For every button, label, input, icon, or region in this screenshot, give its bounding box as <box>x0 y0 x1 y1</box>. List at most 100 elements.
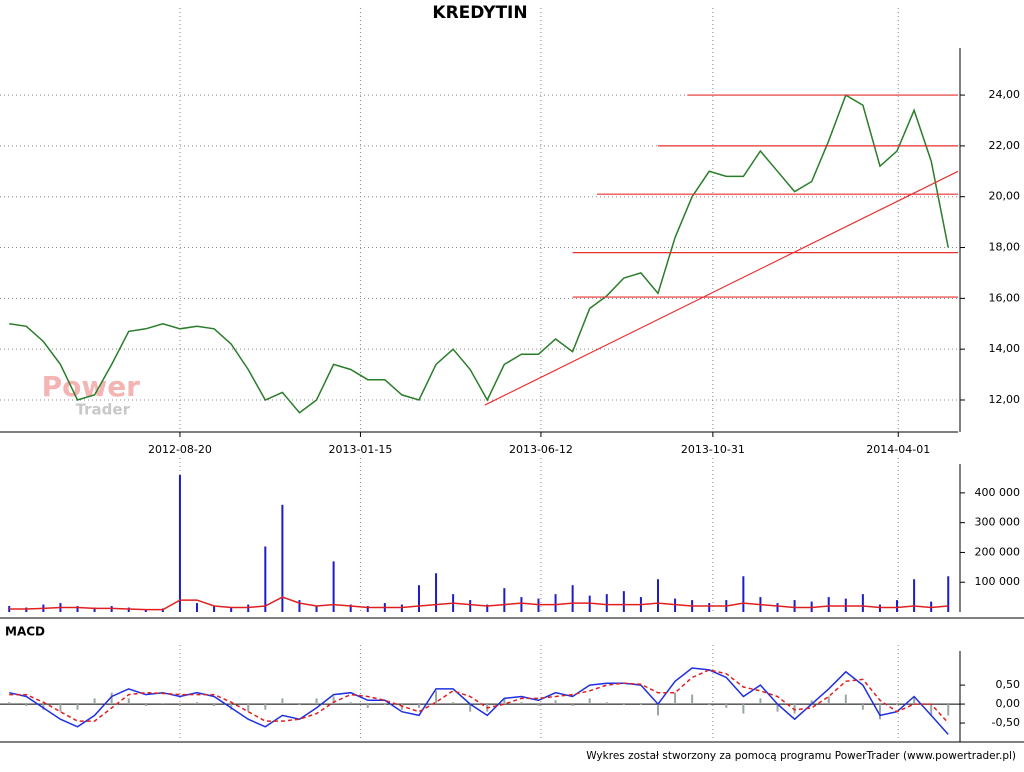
y-tick-label: 12,00 <box>989 393 1021 406</box>
bar <box>213 704 216 706</box>
y-tick-label: 18,00 <box>989 241 1021 254</box>
bar <box>503 588 506 612</box>
bar <box>127 607 130 612</box>
bar <box>332 561 335 612</box>
bar <box>417 585 420 612</box>
footer: Wykres został stworzony za pomocą progra… <box>586 750 1016 762</box>
bar <box>827 696 830 705</box>
series-line <box>9 667 949 735</box>
y-tick-label: 100 000 <box>975 575 1021 588</box>
bar <box>622 591 625 612</box>
y-tick-label: -0,50 <box>992 716 1020 729</box>
bar <box>930 704 933 716</box>
bar <box>281 698 284 705</box>
bar <box>315 606 318 612</box>
bar <box>213 606 216 612</box>
bar <box>315 698 318 705</box>
bar <box>452 702 455 705</box>
bar <box>230 607 233 612</box>
bar <box>264 546 267 612</box>
bar <box>947 704 950 716</box>
bar <box>417 704 420 708</box>
bar <box>588 698 591 705</box>
bar <box>8 702 11 705</box>
watermark: Trader <box>76 401 131 419</box>
bar <box>435 690 438 705</box>
bar <box>230 704 233 710</box>
y-tick-label: 16,00 <box>989 291 1021 304</box>
x-tick-label: 2014-04-01 <box>866 443 930 456</box>
x-tick-label: 2013-10-31 <box>681 443 745 456</box>
bar <box>247 604 250 612</box>
y-tick-label: 24,00 <box>989 88 1021 101</box>
y-tick-label: 0,00 <box>996 697 1021 710</box>
bar <box>708 603 711 612</box>
bar <box>503 698 506 705</box>
watermark: Power <box>42 370 141 403</box>
bar <box>657 704 659 716</box>
bar <box>861 594 864 612</box>
bar <box>196 702 199 705</box>
bar <box>776 603 779 612</box>
bar <box>400 604 403 612</box>
panel-title: MACD <box>5 625 45 639</box>
bar <box>571 704 574 706</box>
bar <box>759 698 762 705</box>
bar <box>913 579 916 612</box>
bar <box>657 579 659 612</box>
bar <box>520 702 523 705</box>
bar <box>742 704 745 714</box>
trend-line <box>484 170 959 406</box>
bar <box>793 704 796 714</box>
bar <box>742 576 745 612</box>
bar <box>520 597 523 612</box>
bar <box>827 597 830 612</box>
bar <box>691 694 694 705</box>
y-tick-label: 20,00 <box>989 190 1021 203</box>
x-tick-label: 2013-06-12 <box>509 443 573 456</box>
bar <box>366 606 369 612</box>
bar <box>674 692 677 705</box>
bar <box>639 704 642 705</box>
bar <box>93 607 96 612</box>
bar <box>349 604 352 612</box>
bar <box>537 704 540 706</box>
bar <box>793 600 796 612</box>
bar <box>332 696 335 705</box>
bar <box>42 704 45 710</box>
y-tick-label: 400 000 <box>975 486 1021 499</box>
bar <box>605 594 608 612</box>
bar <box>76 704 79 710</box>
bar <box>486 604 489 612</box>
bar <box>810 700 813 705</box>
y-tick-label: 22,00 <box>989 139 1021 152</box>
bar <box>435 573 438 612</box>
bar <box>913 696 916 705</box>
bar <box>25 607 28 612</box>
bar <box>25 704 28 706</box>
bar <box>878 704 881 720</box>
bar <box>247 704 250 712</box>
y-tick-label: 200 000 <box>975 545 1021 558</box>
bar <box>878 604 881 612</box>
bar <box>196 603 199 612</box>
y-tick-label: 14,00 <box>989 342 1021 355</box>
bar <box>178 704 181 706</box>
bar <box>469 704 472 712</box>
bar <box>110 692 113 705</box>
bar <box>281 504 284 612</box>
x-tick-label: 2013-01-15 <box>328 443 392 456</box>
bar <box>349 702 352 705</box>
bar <box>776 704 779 712</box>
chart-title: KREDYTIN <box>432 3 527 23</box>
bar <box>127 698 130 705</box>
bar <box>264 704 267 710</box>
bar <box>400 704 403 710</box>
bar <box>896 704 899 705</box>
x-tick-label: 2012-08-20 <box>148 443 212 456</box>
bar <box>708 704 711 705</box>
y-tick-label: 0,50 <box>996 678 1021 691</box>
bar <box>298 600 301 612</box>
